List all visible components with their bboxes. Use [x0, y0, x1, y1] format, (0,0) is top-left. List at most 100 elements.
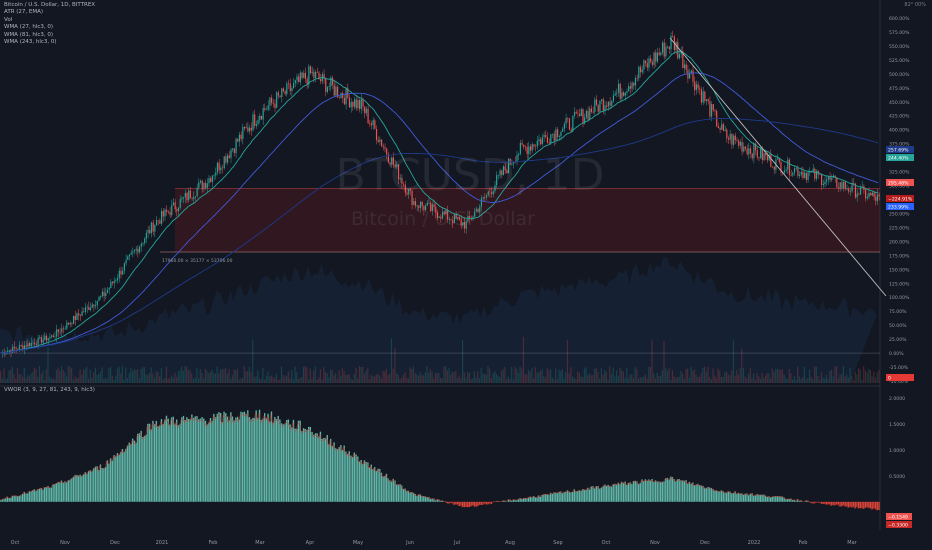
histogram-bar: [749, 493, 752, 502]
histogram-bar: [382, 476, 384, 502]
volume-bar: [538, 372, 540, 383]
histogram-bar: [705, 488, 708, 502]
candle-body: [342, 92, 344, 98]
descending-trendline[interactable]: [669, 37, 887, 297]
volume-bar: [619, 367, 621, 383]
candle-body: [206, 183, 208, 188]
histogram-bar: [575, 491, 577, 502]
volume-bar: [311, 379, 313, 383]
histogram-bar: [358, 461, 361, 502]
volume-bar: [509, 379, 511, 383]
histogram-bar: [594, 488, 596, 502]
histogram-bar: [727, 491, 730, 502]
volume-bar: [797, 366, 799, 383]
histogram-bar: [412, 492, 415, 502]
candle-body: [565, 118, 567, 124]
candle-body: [362, 99, 364, 107]
volume-bar: [284, 376, 286, 383]
legend-vol[interactable]: Vol: [4, 16, 13, 23]
histogram-bar: [306, 429, 308, 502]
histogram-bar: [377, 468, 379, 502]
legend-atr[interactable]: ATR (27, EMA): [4, 9, 44, 16]
candle-body: [8, 350, 10, 352]
histogram-bar: [3, 498, 5, 502]
histogram-bar: [77, 475, 80, 502]
histogram-bar: [560, 491, 562, 502]
candle-body: [74, 315, 76, 320]
histogram-bar: [27, 493, 29, 502]
legend-wma243[interactable]: WMA (243, hlc3, 0): [4, 39, 57, 46]
histogram-bar: [411, 492, 413, 502]
histogram-bar: [143, 435, 146, 502]
oscillator-legend[interactable]: VWOR (3, 9, 27, 81, 243, 9, hlc3): [4, 387, 95, 393]
histogram-bar: [296, 428, 298, 502]
histogram-bar: [66, 482, 68, 502]
volume-bar: [30, 373, 32, 383]
price-tick-label: 500.00%: [889, 72, 910, 78]
volume-bar: [15, 378, 17, 383]
candle-body: [252, 114, 254, 131]
volume-bar: [16, 367, 19, 383]
volume-bar: [666, 370, 668, 383]
time-tick-label: Nov: [650, 540, 660, 546]
candle-body: [528, 146, 530, 154]
volume-bar: [533, 378, 535, 383]
volume-bar: [700, 373, 702, 383]
histogram-bar: [133, 440, 136, 502]
candle-body: [150, 222, 153, 234]
histogram-bar: [96, 466, 98, 502]
histogram-bar: [793, 499, 796, 502]
histogram-bar: [25, 493, 27, 502]
histogram-bar: [270, 411, 273, 502]
volume-bar: [748, 373, 750, 383]
histogram-bar: [531, 497, 533, 502]
legend-wma27[interactable]: WMA (27, hlc3, 0): [4, 24, 54, 31]
volume-bar: [74, 376, 76, 383]
candle-body: [330, 77, 332, 87]
histogram-bar: [348, 451, 350, 502]
volume-bar: [692, 371, 694, 383]
volume-bar: [55, 370, 57, 383]
candle-body: [837, 187, 840, 189]
volume-bar: [282, 374, 284, 383]
candle-body: [535, 146, 537, 147]
volume-bar: [418, 376, 420, 383]
candle-body: [453, 214, 455, 224]
legend-symbol[interactable]: Bitcoin / U.S. Dollar, 1D, BITTREX: [4, 2, 96, 8]
histogram-bar: [643, 481, 645, 502]
volume-bar: [698, 376, 701, 383]
volume-bar: [348, 374, 350, 383]
volume-bar: [8, 370, 10, 383]
volume-bar: [456, 377, 459, 383]
candle-body: [584, 117, 586, 124]
candle-body: [387, 154, 389, 163]
volume-bar: [277, 379, 279, 383]
histogram-bar: [780, 496, 782, 502]
candle-body: [599, 100, 601, 112]
histogram-bar: [279, 419, 281, 502]
volume-bar: [616, 370, 618, 383]
time-tick-label: 2021: [156, 540, 169, 546]
histogram-bar: [487, 501, 489, 505]
candle-body: [484, 197, 486, 198]
histogram-bar: [754, 495, 757, 502]
candle-body: [113, 280, 115, 284]
volume-bar: [555, 368, 557, 383]
candle-body: [868, 192, 870, 198]
candle-body: [707, 99, 709, 102]
candle-body: [333, 85, 335, 96]
histogram-bar: [182, 415, 185, 502]
histogram-bar: [869, 501, 872, 509]
volume-bars: [0, 257, 880, 383]
volume-bar: [355, 368, 357, 383]
candle-body: [560, 131, 562, 137]
time-tick-label: May: [353, 540, 363, 546]
volume-bar: [123, 379, 125, 383]
trendline[interactable]: [669, 37, 887, 297]
volume-bar: [472, 378, 474, 383]
candle-body: [406, 192, 408, 195]
histogram-bar: [604, 484, 606, 502]
candle-body: [551, 133, 554, 135]
histogram-bar: [748, 495, 750, 502]
legend-wma81[interactable]: WMA (81, hlc3, 0): [4, 31, 54, 38]
